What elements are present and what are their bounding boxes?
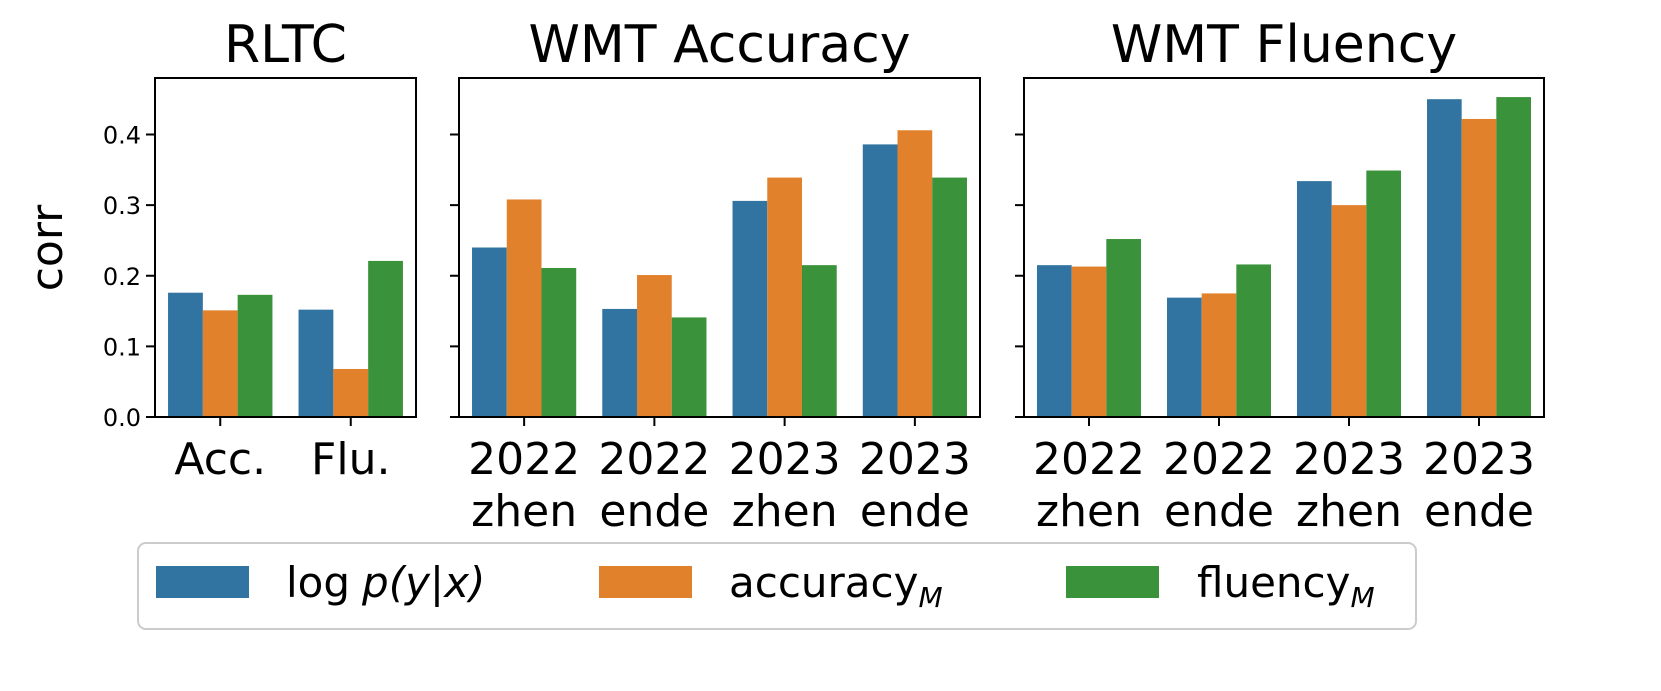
bar-fluency-3 (1496, 97, 1531, 417)
x-tick-label: zhen (732, 486, 838, 537)
bar-accuracy-1 (637, 275, 672, 417)
y-tick-label: 0.4 (103, 122, 141, 150)
bar-accuracy-3 (1461, 118, 1497, 418)
x-tick-label: zhen (1036, 486, 1142, 537)
x-tick-label: 2023 (1423, 434, 1535, 485)
bar-log-p-0 (168, 292, 203, 417)
bars-wmt-fluency (1037, 97, 1531, 418)
bar-fluency-3 (932, 177, 967, 417)
axes-frame-rltc (154, 77, 417, 418)
y-ticks-wmt-fluency (1015, 133, 1024, 418)
y-tick-label: 0.2 (103, 263, 141, 291)
bar-log-p-0 (1037, 265, 1072, 417)
x-tick-label: zhen (471, 486, 577, 537)
x-tick-label: ende (860, 486, 970, 537)
bar-fluency-0 (541, 267, 577, 417)
bar-log-p-2 (1297, 181, 1332, 417)
x-tick-label: 2022 (1033, 434, 1145, 485)
x-tick-label: 2023 (1293, 434, 1405, 485)
bars-rltc (168, 260, 403, 417)
bar-accuracy-0 (506, 199, 542, 417)
bar-fluency-0 (237, 294, 273, 417)
x-tick-label: zhen (1296, 486, 1402, 537)
y-ticks-wmt-accuracy (450, 133, 459, 418)
bar-log-p-1 (1167, 297, 1202, 417)
legend-swatch-log-p (156, 566, 249, 598)
legend-label-log-p: log p(y|x) (286, 558, 485, 607)
x-tick-label: ende (1164, 486, 1274, 537)
x-tick-label: ende (1424, 486, 1534, 537)
bar-log-p-1 (298, 309, 334, 417)
x-tick-label: ende (599, 486, 709, 537)
bar-accuracy-0 (202, 310, 238, 417)
bar-fluency-1 (368, 260, 403, 417)
bar-accuracy-2 (1331, 205, 1367, 418)
panel-title-wmt-accuracy: WMT Accuracy (529, 15, 911, 75)
axes-frame-wmt-fluency (1023, 77, 1545, 418)
axes-frame-wmt-accuracy (458, 77, 981, 418)
panel-title-wmt-fluency: WMT Fluency (1111, 15, 1457, 75)
y-ticks-rltc: 0.0 0.1 0.2 0.3 0.4 (103, 122, 155, 432)
bar-log-p-2 (732, 200, 768, 417)
bar-accuracy-1 (333, 368, 369, 417)
x-tick-label: 2022 (598, 434, 710, 485)
bar-fluency-1 (671, 317, 707, 417)
x-tick-label: 2023 (859, 434, 971, 485)
bar-fluency-2 (801, 265, 837, 417)
x-ticks-rltc: Acc. Flu. (174, 417, 390, 485)
y-axis-label: corr (22, 204, 73, 291)
legend-swatch-fluency (1066, 566, 1159, 598)
bar-fluency-0 (1106, 239, 1141, 417)
legend-label-fluency: fluencyM (1197, 558, 1375, 614)
y-tick-label: 0.0 (103, 404, 141, 432)
legend-label-accuracy: accuracyM (729, 558, 943, 614)
bar-fluency-2 (1366, 170, 1401, 417)
x-tick-label: 2023 (729, 434, 841, 485)
x-tick-label: Flu. (311, 434, 390, 485)
bar-log-p-0 (472, 247, 507, 417)
y-tick-label: 0.3 (103, 192, 141, 220)
legend-swatch-accuracy (599, 566, 692, 598)
panel-title-rltc: RLTC (224, 15, 347, 75)
x-tick-label: 2022 (1163, 434, 1275, 485)
legend-box (137, 542, 1417, 630)
y-tick-label: 0.1 (103, 333, 141, 361)
bar-accuracy-0 (1071, 266, 1107, 417)
x-tick-label: Acc. (174, 434, 266, 485)
bar-accuracy-3 (897, 130, 933, 417)
bar-log-p-1 (602, 308, 637, 417)
bar-accuracy-1 (1201, 293, 1237, 417)
bar-accuracy-2 (767, 177, 802, 417)
x-tick-label: 2022 (468, 434, 580, 485)
bar-fluency-1 (1236, 264, 1271, 417)
legend: log p(y|x) accuracyM fluencyM (137, 542, 1417, 630)
bar-log-p-3 (1427, 99, 1462, 417)
bars-wmt-accuracy (472, 130, 967, 417)
bar-log-p-3 (862, 144, 898, 417)
